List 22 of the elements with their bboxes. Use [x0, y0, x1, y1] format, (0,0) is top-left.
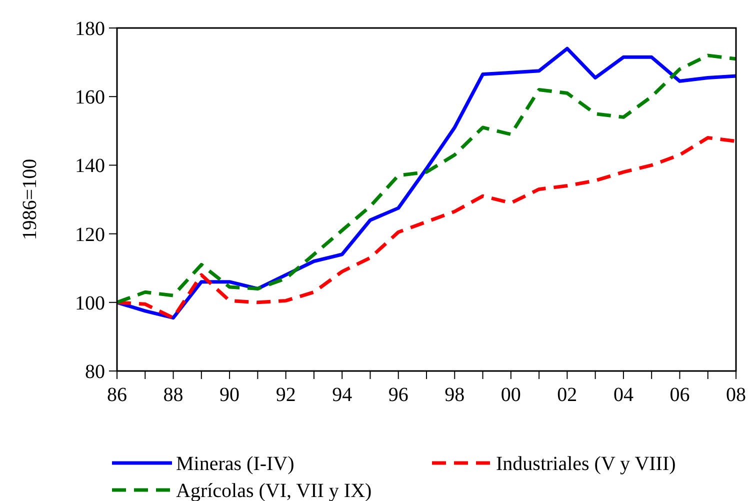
x-tick-label: 98: [444, 384, 465, 406]
y-tick-label: 140: [75, 155, 105, 178]
x-tick-label: 04: [613, 384, 634, 406]
legend-label: Agrícolas (VI, VII y IX): [176, 480, 372, 501]
y-tick-label: 120: [75, 224, 105, 246]
y-tick-label: 100: [75, 292, 105, 314]
y-axis-title: 1986=100: [19, 158, 41, 240]
x-tick-label: 02: [557, 384, 578, 406]
x-tick-label: 94: [332, 384, 352, 406]
y-tick-label: 180: [75, 18, 105, 40]
x-tick-label: 90: [220, 384, 240, 406]
x-tick-label: 92: [276, 384, 296, 406]
legend-label: Mineras (I-IV): [176, 453, 294, 475]
x-tick-label: 86: [107, 384, 127, 406]
y-tick-label: 160: [75, 86, 105, 109]
y-tick-label: 80: [85, 361, 105, 383]
x-tick-label: 08: [726, 384, 746, 406]
x-tick-label: 06: [670, 384, 690, 406]
legend-label: Industriales (V y VIII): [496, 453, 676, 475]
x-tick-label: 96: [388, 384, 408, 406]
x-tick-label: 88: [163, 384, 184, 406]
x-tick-label: 00: [500, 384, 521, 406]
